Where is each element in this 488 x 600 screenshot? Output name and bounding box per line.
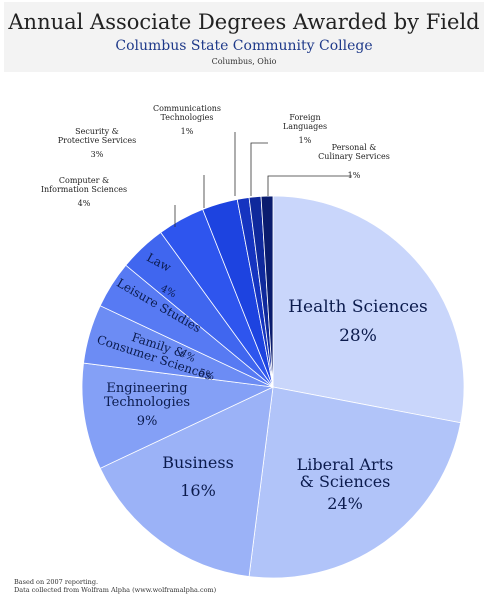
slice-label: Security & Protective Services <box>58 127 136 145</box>
slice-label: Foreign Languages <box>283 113 327 131</box>
chart-location: Columbus, Ohio <box>211 57 277 66</box>
pie-slice <box>99 386 274 577</box>
slice-percent: 1% <box>181 127 194 136</box>
slice-percent: 3% <box>91 150 104 159</box>
chart-title: Annual Associate Degrees Awarded by Fiel… <box>8 10 480 34</box>
pie-slice <box>272 195 465 424</box>
slice-label-group: Engineering Technologies 9% <box>104 381 190 429</box>
slice-percent: 1% <box>299 136 312 145</box>
slice-label-group: Health Sciences 28% <box>288 297 428 346</box>
pie-slice <box>81 362 275 469</box>
slice-percent: 24% <box>327 494 363 513</box>
slice-label: Health Sciences <box>288 297 428 317</box>
footnote: Based on 2007 reporting. Data collected … <box>14 578 216 594</box>
slice-percent: 9% <box>137 414 158 429</box>
footnote-line-1: Based on 2007 reporting. <box>14 578 99 586</box>
slice-label: Personal & Culinary Services <box>318 143 390 161</box>
slice-label: Computer & Information Sciences <box>41 176 127 194</box>
slice-percent: 1% <box>348 171 361 180</box>
slice-percent: 16% <box>180 481 216 500</box>
slice-label: Communications Technologies <box>153 104 221 122</box>
pie-slice <box>260 195 274 388</box>
chart-subtitle: Columbus State Community College <box>115 38 373 54</box>
slice-label: Business <box>162 453 234 472</box>
slice-label-group: Liberal Arts & Sciences 24% <box>297 455 394 513</box>
slice-percent: 28% <box>339 326 377 346</box>
slice-label-group: Business 16% <box>162 453 234 500</box>
leader-line <box>267 175 352 196</box>
leader-line <box>250 142 268 196</box>
slice-percent: 4% <box>78 199 91 208</box>
slice-label: Engineering Technologies <box>104 381 190 410</box>
pie-slice <box>248 386 462 579</box>
footnote-line-2: Data collected from Wolfram Alpha (www.w… <box>14 586 217 594</box>
slice-label: Liberal Arts & Sciences <box>297 455 394 491</box>
chart-header: Annual Associate Degrees Awarded by Fiel… <box>4 2 484 72</box>
slice-percent: 5% <box>197 367 215 382</box>
